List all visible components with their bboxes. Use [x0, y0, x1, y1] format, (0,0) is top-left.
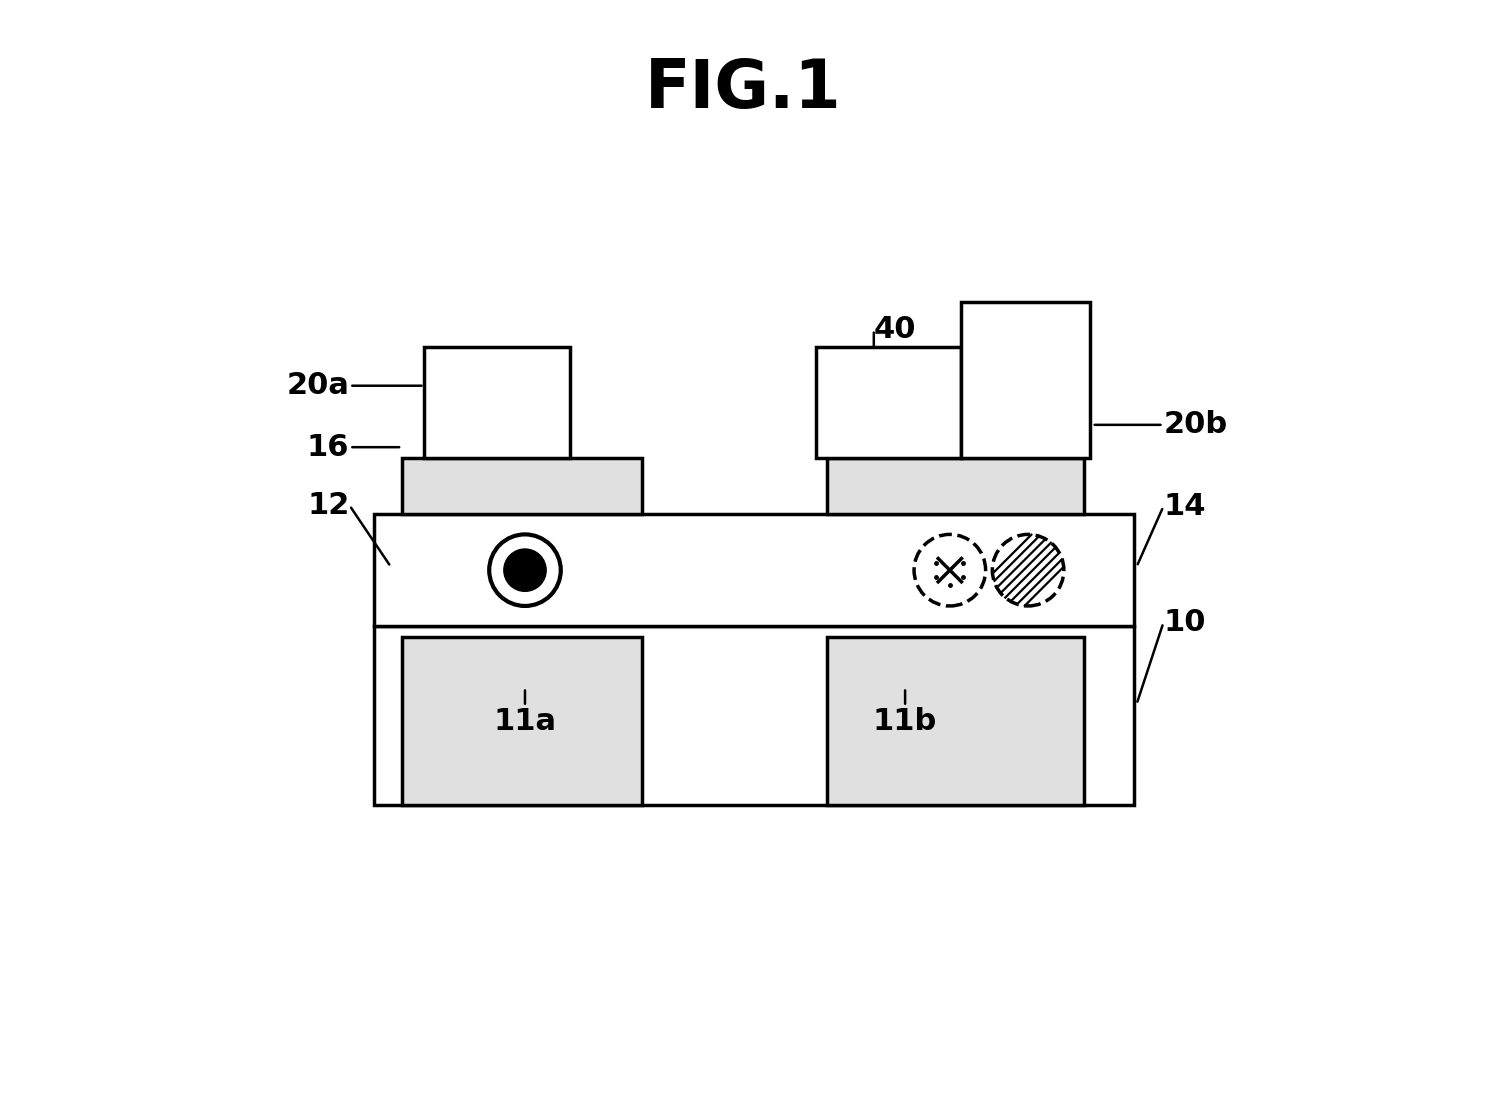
Bar	[403, 637, 642, 805]
Bar	[374, 626, 1134, 805]
Text: FIG.1: FIG.1	[645, 56, 841, 123]
Text: 100: 100	[1006, 479, 1086, 517]
Text: 20a: 20a	[287, 371, 349, 400]
Bar	[826, 458, 1083, 514]
Circle shape	[489, 534, 560, 606]
Circle shape	[505, 550, 545, 590]
Text: 11a: 11a	[493, 707, 556, 736]
Point	[997, 519, 1015, 532]
Point	[1052, 519, 1070, 532]
Bar	[425, 347, 569, 458]
Circle shape	[993, 534, 1064, 606]
Text: 14: 14	[1164, 492, 1205, 521]
Bar	[961, 302, 1089, 458]
Bar	[403, 458, 642, 514]
Text: 11b: 11b	[872, 707, 938, 736]
Bar	[374, 514, 1134, 626]
Text: 12: 12	[308, 491, 349, 520]
Text: 30: 30	[874, 424, 917, 453]
Text: 40: 40	[874, 315, 917, 344]
Text: 20b: 20b	[1164, 410, 1227, 439]
Circle shape	[914, 534, 985, 606]
Text: 16: 16	[308, 433, 349, 462]
Bar	[826, 637, 1083, 805]
Text: 10: 10	[1164, 608, 1205, 637]
Bar	[816, 347, 961, 458]
